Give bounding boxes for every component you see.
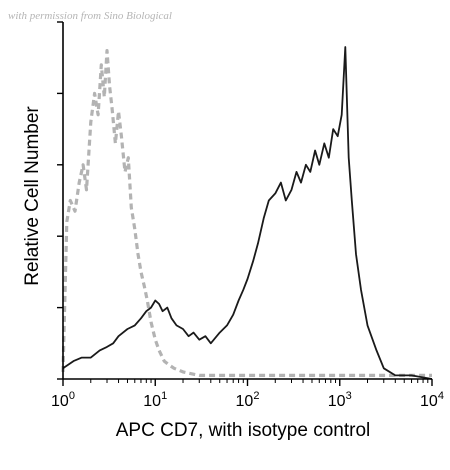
x-axis-ticks	[62, 379, 433, 386]
x-tick-label: 104	[420, 390, 444, 410]
y-axis-ticks	[57, 21, 63, 380]
x-axis-title: APC CD7, with isotype control	[116, 420, 371, 441]
y-axis-title: Relative Cell Number	[22, 106, 43, 286]
x-tick-label: 101	[143, 390, 167, 410]
watermark-text: with permission from Sino Biological	[8, 10, 172, 22]
x-tick-label: 103	[328, 390, 352, 410]
apc-cd7-curve	[62, 46, 433, 380]
x-tick-label: 100	[51, 390, 75, 410]
plot-area: 100 101 102 103 104	[51, 21, 444, 410]
x-axis-tick-labels: 100 101 102 103 104	[51, 390, 444, 410]
x-tick-label: 102	[236, 390, 260, 410]
series-layer	[61, 46, 433, 380]
isotype-control-curve	[61, 49, 432, 377]
